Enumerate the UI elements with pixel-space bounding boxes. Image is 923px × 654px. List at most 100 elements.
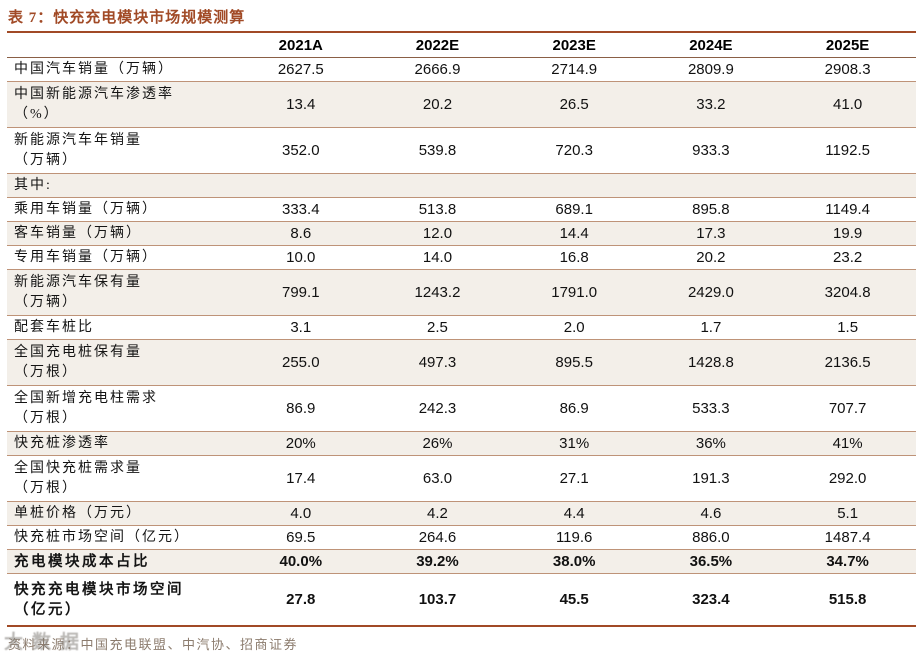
cell-value: 513.8 (418, 201, 457, 218)
row-label: 充电模块成本占比 (14, 553, 150, 570)
cell-value: 689.1 (555, 201, 593, 218)
cell-value: 27.8 (286, 591, 316, 608)
table-row: 其中: (7, 173, 916, 198)
table-row: 全国新增充电柱需求 （万根） 86.9 242.3 86.9 533.3 707.7 (7, 385, 916, 432)
column-header: 2024E (642, 33, 780, 58)
cell-value: 10.0 (286, 249, 316, 266)
column-header: 2025E (779, 33, 916, 58)
row-label: 新能源汽车保有量 （万辆） (14, 274, 142, 310)
cell-value: 352.0 (282, 142, 320, 159)
cell-value: 895.5 (555, 354, 593, 371)
cell-value: 292.0 (828, 470, 867, 487)
cell-value: 2136.5 (824, 354, 871, 371)
cell-value: 4.2 (427, 505, 448, 522)
row-label: 新能源汽车年销量 （万辆） (14, 132, 142, 168)
row-label: 客车销量（万辆） (14, 225, 142, 241)
cell-value (506, 174, 643, 198)
source-note: 资料来源：中国充电联盟、中汽协、招商证券 (8, 637, 299, 652)
cell-value: 1.5 (837, 319, 859, 336)
cell-value: 886.0 (692, 529, 730, 546)
cell-value: 720.3 (555, 142, 593, 159)
cell-value: 497.3 (418, 354, 457, 371)
table-row: 快充桩渗透率 20% 26% 31% 36% 41% (7, 431, 916, 456)
table-row: 快充桩市场空间（亿元） 69.5 264.6 119.6 886.0 1487.4 (7, 525, 916, 550)
cell-value: 17.4 (286, 470, 316, 487)
cell-value: 20.2 (696, 249, 726, 266)
cell-value: 26% (422, 435, 453, 452)
cell-value: 2809.9 (687, 61, 734, 78)
cell-value: 3.1 (290, 319, 312, 336)
table-row: 中国汽车销量（万辆） 2627.5 2666.9 2714.9 2809.9 2908.3 (7, 58, 916, 82)
cell-value: 17.3 (696, 225, 726, 242)
row-label: 专用车销量（万辆） (14, 249, 158, 265)
row-label: 配套车桩比 (14, 319, 94, 335)
cell-value (779, 174, 916, 198)
column-header: 2023E (505, 33, 643, 58)
table-row: 乘用车销量（万辆） 333.4 513.8 689.1 895.8 1149.4 (7, 197, 916, 222)
cell-value: 895.8 (692, 201, 730, 218)
table-row: 全国充电桩保有量 （万根） 255.0 497.3 895.5 1428.8 2136.5 (7, 339, 916, 386)
row-label: 中国汽车销量（万辆） (14, 61, 174, 77)
cell-value: 264.6 (418, 529, 457, 546)
table-row: 新能源汽车年销量 （万辆） 352.0 539.8 720.3 933.3 1192.5 (7, 127, 916, 174)
cell-value: 36.5% (689, 553, 733, 570)
cell-value: 1.7 (700, 319, 722, 336)
table-body: 中国汽车销量（万辆） 2627.5 2666.9 2714.9 2809.9 2908.3… (7, 58, 916, 627)
footer: 大数据 资料来源：中国充电联盟、中汽协、招商证券 (4, 632, 916, 653)
row-label: 快充桩市场空间（亿元） (14, 529, 190, 545)
cell-value: 1791.0 (551, 284, 598, 301)
cell-value: 2908.3 (824, 61, 871, 78)
cell-value: 26.5 (559, 96, 589, 113)
cell-value: 515.8 (828, 591, 867, 608)
row-label: 中国新能源汽车渗透率 （%） (14, 86, 174, 122)
cell-value: 14.0 (422, 249, 453, 266)
cell-value: 1243.2 (414, 284, 461, 301)
cell-value: 2666.9 (414, 61, 461, 78)
row-label: 其中: (14, 177, 52, 193)
cell-value: 119.6 (555, 529, 593, 546)
table-row: 新能源汽车保有量 （万辆） 799.1 1243.2 1791.0 2429.0 3204… (7, 269, 916, 316)
table-title: 表 7：快充充电模块市场规模测算 (7, 4, 916, 33)
cell-value: 16.8 (559, 249, 589, 266)
table-header: 2021A 2022E 2023E 2024E 2025E (7, 33, 916, 58)
cell-value: 707.7 (828, 400, 867, 417)
cell-value: 86.9 (286, 400, 316, 417)
row-label: 全国新增充电柱需求 （万根） (14, 390, 158, 426)
cell-value (232, 174, 369, 198)
cell-value: 4.0 (290, 505, 312, 522)
header-row: 2021A 2022E 2023E 2024E 2025E (7, 33, 916, 58)
cell-value: 933.3 (692, 142, 730, 159)
cell-value (643, 174, 780, 198)
cell-value: 8.6 (290, 225, 312, 242)
cell-value: 2429.0 (687, 284, 734, 301)
cell-value: 3204.8 (824, 284, 871, 301)
cell-value: 19.9 (833, 225, 863, 242)
cell-value: 4.6 (700, 505, 722, 522)
row-label: 乘用车销量（万辆） (14, 201, 158, 217)
cell-value: 40.0% (279, 553, 323, 570)
cell-value: 31% (559, 435, 590, 452)
table-row: 充电模块成本占比 40.0% 39.2% 38.0% 36.5% 34.7% (7, 549, 916, 574)
cell-value: 33.2 (696, 96, 726, 113)
cell-value: 12.0 (422, 225, 453, 242)
cell-value: 41% (832, 435, 863, 452)
cell-value: 242.3 (418, 400, 457, 417)
corner-cell (7, 33, 233, 58)
cell-value: 38.0% (552, 553, 596, 570)
row-label: 单桩价格（万元） (14, 505, 142, 521)
cell-value: 23.2 (833, 249, 863, 266)
cell-value: 45.5 (559, 591, 589, 608)
cell-value: 1192.5 (825, 142, 870, 159)
cell-value: 13.4 (286, 96, 316, 113)
cell-value: 1487.4 (824, 529, 871, 546)
cell-value: 69.5 (286, 529, 316, 546)
cell-value: 5.1 (837, 505, 859, 522)
cell-value: 2714.9 (551, 61, 598, 78)
row-label: 快充充电模块市场空间 （亿元） (14, 581, 184, 618)
table-row: 单桩价格（万元） 4.0 4.2 4.4 4.6 5.1 (7, 501, 916, 526)
market-size-table: 2021A 2022E 2023E 2024E 2025E 中国汽车销量（万辆） 2627… (7, 33, 916, 627)
cell-value: 14.4 (559, 225, 589, 242)
cell-value: 255.0 (282, 354, 320, 371)
cell-value: 333.4 (282, 201, 320, 218)
cell-value: 323.4 (692, 591, 730, 608)
